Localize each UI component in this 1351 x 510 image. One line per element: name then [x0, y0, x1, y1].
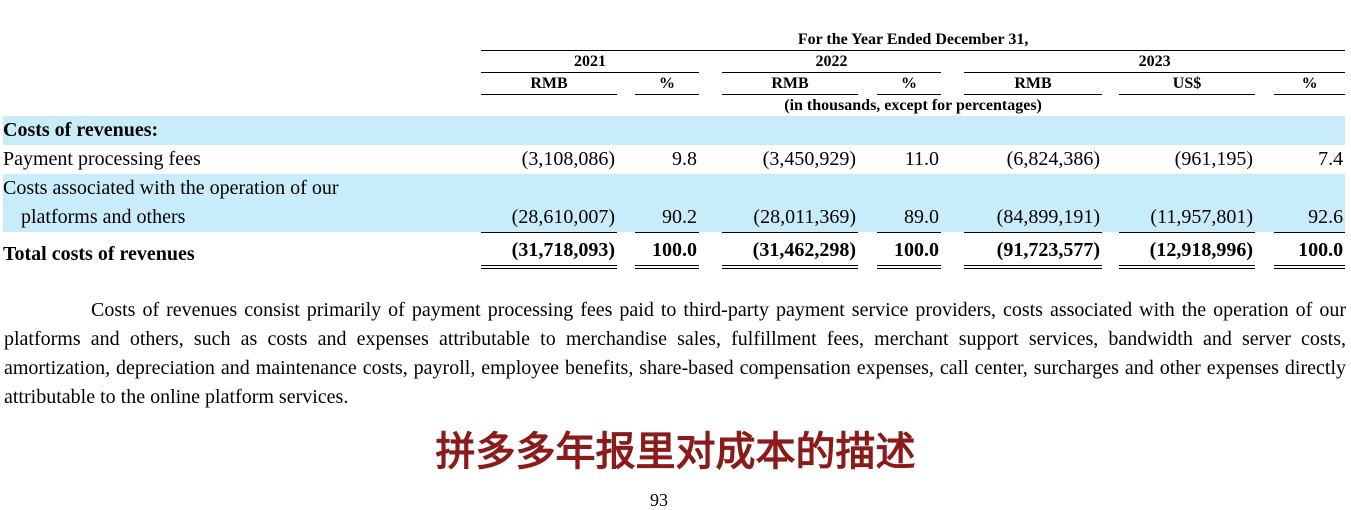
- unit-header: %: [1274, 73, 1346, 95]
- blank-cell: [3, 29, 481, 51]
- year-header-2021: 2021: [481, 51, 699, 73]
- value-cell: 7.4: [1318, 148, 1344, 170]
- value-cell: 11.0: [904, 148, 939, 170]
- unit-header: RMB: [964, 73, 1102, 95]
- total-value-cell: (31,462,298): [722, 232, 858, 269]
- gap-cell: [699, 51, 722, 73]
- value-cell: 89.0: [877, 203, 941, 232]
- section-row: Costs of revenues:: [3, 116, 1346, 145]
- row-label-line1: Costs associated with the operation of o…: [3, 174, 481, 203]
- table-row: Payment processing fees (3,108,086) 9.8 …: [3, 145, 1345, 174]
- unit-header: %: [877, 73, 941, 95]
- value-cell: (3,108,086): [521, 148, 615, 170]
- year-header-2022: 2022: [722, 51, 941, 73]
- total-value-cell: 100.0: [877, 232, 941, 269]
- gap-cell: [941, 73, 964, 95]
- total-value-cell: 100.0: [635, 232, 699, 269]
- gap-cell: [617, 73, 635, 95]
- units-note: (in thousands, except for percentages): [784, 97, 1042, 114]
- blank-cell: [3, 95, 481, 116]
- unit-header: %: [635, 73, 699, 95]
- value-cell: (11,957,801): [1119, 203, 1255, 232]
- caption-title: 拼多多年报里对成本的描述: [435, 429, 916, 475]
- unit-header: RMB: [722, 73, 858, 95]
- total-value-cell: (31,718,093): [481, 232, 617, 269]
- value-cell: 92.6: [1274, 203, 1346, 232]
- year-header-2023: 2023: [964, 51, 1346, 73]
- unit-header: US$: [1119, 73, 1255, 95]
- total-label: Total costs of revenues: [3, 243, 195, 265]
- gap-cell: [1255, 73, 1274, 95]
- gap-cell: [858, 73, 877, 95]
- value-cell: 90.2: [635, 203, 699, 232]
- section-label: Costs of revenues:: [3, 116, 481, 145]
- value-cell: (961,195): [1174, 148, 1253, 170]
- total-value-cell: (91,723,577): [964, 232, 1102, 269]
- total-value-cell: 100.0: [1274, 232, 1346, 269]
- blank-cell: [3, 73, 481, 95]
- table-row: Costs associated with the operation of o…: [3, 174, 1346, 203]
- value-cell: (28,011,369): [722, 203, 858, 232]
- row-label: Payment processing fees: [3, 148, 201, 170]
- gap-cell: [699, 73, 722, 95]
- row-label-line2: platforms and others: [3, 203, 481, 232]
- value-cell: 9.8: [672, 148, 697, 170]
- unit-header: RMB: [481, 73, 617, 95]
- gap-cell: [1102, 73, 1119, 95]
- total-value-cell: (12,918,996): [1119, 232, 1255, 269]
- table-row: platforms and others (28,610,007) 90.2 (…: [3, 203, 1346, 232]
- page-number: 93: [650, 490, 668, 510]
- value-cell: (6,824,386): [1006, 148, 1100, 170]
- body-paragraph: Costs of revenues consist primarily of p…: [4, 299, 1346, 408]
- period-header: For the Year Ended December 31,: [481, 29, 1346, 51]
- gap-cell: [941, 51, 964, 73]
- blank-cell: [3, 51, 481, 73]
- costs-of-revenues-table: For the Year Ended December 31, 2021 202…: [3, 29, 1346, 269]
- value-cell: (28,610,007): [481, 203, 617, 232]
- total-row: Total costs of revenues (31,718,093) 100…: [3, 232, 1346, 269]
- value-cell: (84,899,191): [964, 203, 1102, 232]
- value-cell: (3,450,929): [762, 148, 856, 170]
